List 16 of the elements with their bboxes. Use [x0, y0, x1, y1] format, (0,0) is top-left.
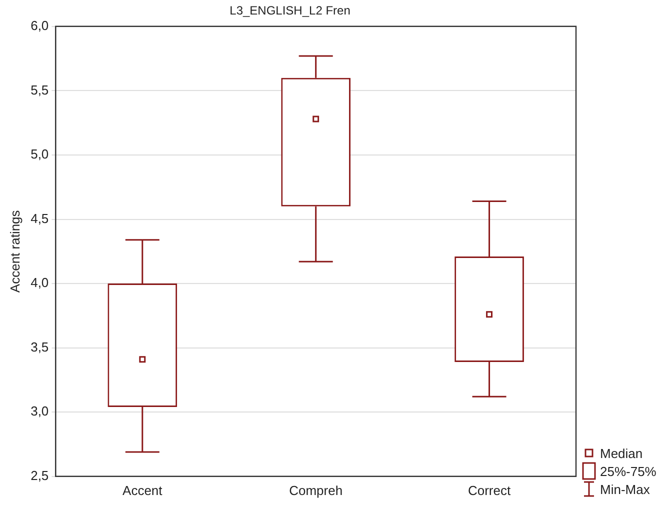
y-tick-label: 6,0	[30, 18, 49, 33]
text: Median	[600, 446, 643, 461]
x-tick-label: Accent	[122, 482, 163, 498]
x-tick-label: Correct	[468, 482, 511, 498]
y-tick-label: 3,0	[30, 404, 49, 419]
y-tick-label: 5,0	[30, 146, 49, 162]
y-tick-label: 5,5	[30, 82, 49, 98]
text: 25%-75%	[600, 464, 656, 479]
y-tick-label: 4,0	[30, 275, 49, 290]
y-axis-title: Accent ratings	[7, 210, 22, 293]
y-tick-label: 3,5	[30, 339, 49, 354]
chart-title: L3_ENGLISH_L2 Fren	[230, 4, 350, 18]
y-tick-label: 2,5	[30, 468, 49, 483]
x-tick-label: Compreh	[289, 482, 343, 498]
y-tick-label: 4,5	[30, 210, 49, 226]
text: Min-Max	[600, 482, 650, 497]
